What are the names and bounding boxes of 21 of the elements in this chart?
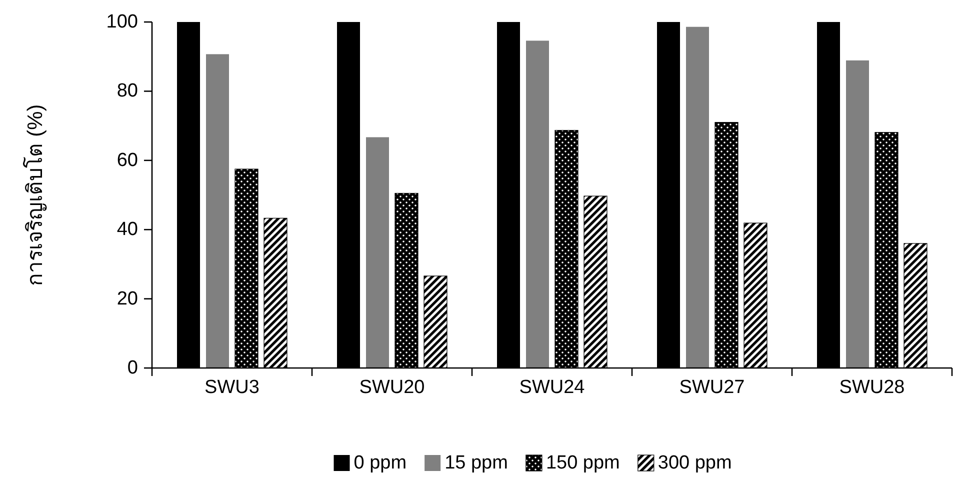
y-tick-label: 20: [116, 288, 138, 310]
legend-label: 150 ppm: [546, 452, 620, 474]
y-tick-label: 80: [116, 80, 138, 102]
x-tick-label: SWU20: [359, 377, 425, 398]
legend-label: 15 ppm: [444, 452, 508, 474]
bar: [686, 26, 709, 368]
bar: [366, 137, 389, 368]
legend-label: 0 ppm: [354, 452, 407, 474]
x-tick-label: SWU28: [839, 377, 905, 398]
legend-label: 300 ppm: [658, 452, 732, 474]
bar: [206, 54, 229, 368]
y-tick-label: 60: [116, 150, 138, 171]
y-tick-label: 100: [106, 12, 138, 32]
bar: [526, 40, 549, 368]
y-tick-label: 0: [127, 358, 138, 378]
x-tick-label: SWU24: [519, 377, 586, 398]
bar: [846, 60, 869, 368]
x-tick-label: SWU3: [204, 377, 260, 398]
x-tick-label: SWU27: [679, 377, 745, 398]
y-axis-title: การเจริญเติบโต (%): [23, 104, 47, 286]
y-tick-label: 40: [116, 219, 138, 240]
